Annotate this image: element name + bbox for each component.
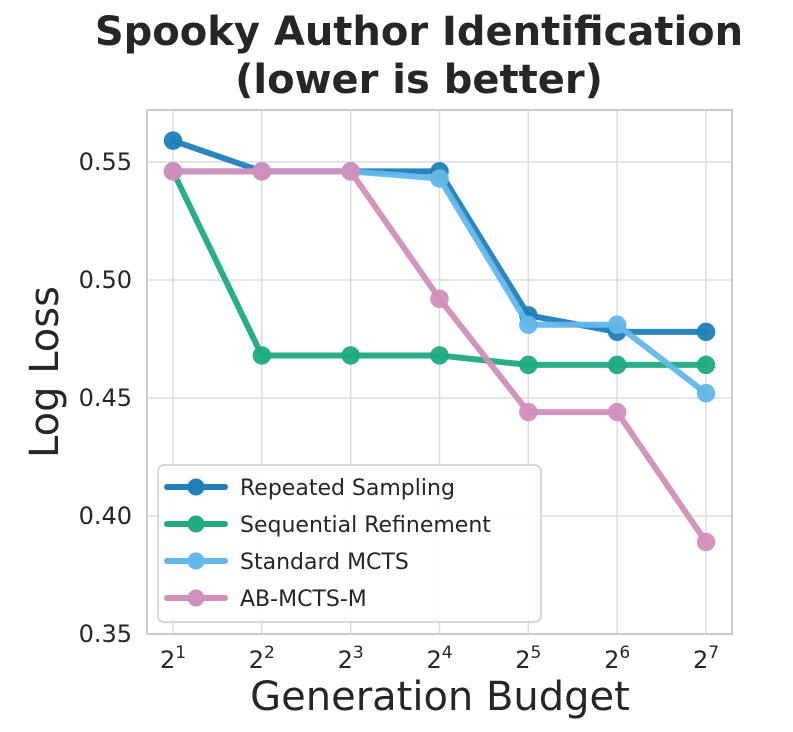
- x-tick-label: 22: [249, 643, 275, 674]
- data-point: [430, 289, 449, 309]
- data-point: [519, 402, 538, 422]
- x-tick-label: 24: [426, 643, 452, 674]
- y-tick-label: 0.55: [79, 148, 132, 176]
- data-point: [252, 346, 272, 365]
- legend-swatch-marker: [187, 478, 205, 496]
- x-tick-label: 23: [338, 643, 364, 674]
- legend-box: [157, 464, 542, 623]
- legend: Repeated Sampling Sequential Refinement St…: [157, 464, 542, 623]
- data-point: [607, 315, 627, 335]
- x-tick-label: 26: [604, 643, 630, 674]
- x-tick-label: 21: [160, 643, 186, 674]
- x-tick-label: 25: [515, 643, 541, 674]
- x-axis-label: Generation Budget: [250, 674, 630, 720]
- chart-title: Spooky Author Identification (lower is b…: [45, 8, 793, 104]
- series: [163, 162, 716, 552]
- plot-frame: [146, 109, 733, 635]
- data-point: [430, 169, 449, 188]
- data-point: [163, 162, 183, 181]
- data-point: [696, 383, 716, 403]
- data-point: [696, 532, 716, 552]
- legend-item: Repeated Sampling: [164, 476, 455, 501]
- legend-item: Standard MCTS: [164, 550, 409, 575]
- series-layer: [163, 131, 716, 552]
- data-point: [252, 162, 272, 181]
- chart-title-line1: Spooky Author Identification: [94, 9, 744, 55]
- data-point: [607, 402, 627, 422]
- legend-item: Sequential Refinement: [164, 513, 491, 538]
- data-point: [430, 346, 449, 365]
- legend-label: Standard MCTS: [240, 550, 409, 575]
- chart-title-line2: (lower is better): [235, 57, 603, 103]
- data-point: [607, 355, 627, 375]
- data-point: [163, 131, 183, 150]
- y-tick-label: 0.35: [79, 620, 132, 648]
- legend-swatch-marker: [187, 589, 205, 607]
- legend-item: AB-MCTS-M: [164, 587, 367, 612]
- data-point: [519, 315, 538, 335]
- data-point: [696, 322, 716, 342]
- y-tick-label: 0.45: [79, 384, 132, 412]
- data-point: [341, 346, 360, 365]
- y-tick-label: 0.40: [79, 502, 132, 530]
- y-axis-label: Log Loss: [22, 286, 68, 458]
- legend-label: Repeated Sampling: [240, 476, 455, 501]
- legend-swatch-marker: [187, 515, 205, 533]
- data-point: [696, 355, 716, 375]
- legend-swatch-marker: [187, 552, 205, 570]
- y-tick-label: 0.50: [79, 266, 132, 294]
- data-point: [341, 162, 360, 181]
- data-point: [519, 355, 538, 375]
- legend-label: Sequential Refinement: [240, 513, 491, 538]
- legend-label: AB-MCTS-M: [240, 587, 367, 612]
- tick-labels: 21 22 23 24 25 26 27 0.35 0.40 0.45 0.50 0.55: [79, 148, 719, 674]
- x-tick-label: 27: [693, 643, 719, 674]
